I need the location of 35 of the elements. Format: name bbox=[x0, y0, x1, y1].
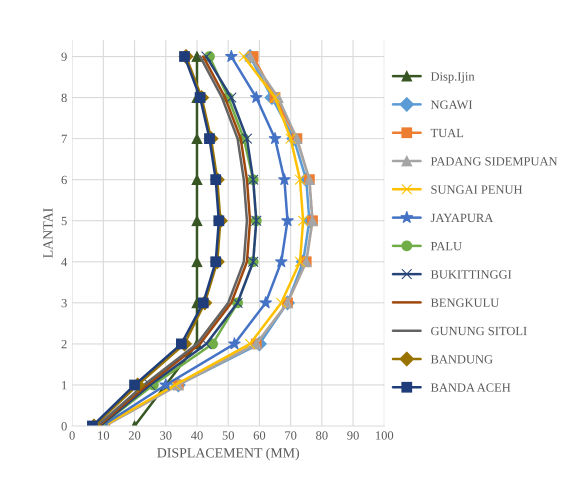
legend-label: BANDA ACEH bbox=[430, 383, 510, 392]
y-tick-label: 6 bbox=[62, 176, 67, 184]
x-tick-label: 100 bbox=[376, 431, 394, 440]
y-tick-label: 3 bbox=[62, 298, 67, 308]
y-tick-label: 4 bbox=[61, 258, 68, 266]
y-tick-label: 5 bbox=[62, 216, 67, 226]
x-tick-label: 70 bbox=[285, 431, 296, 440]
legend-label: BENGKULU bbox=[430, 298, 500, 307]
legend-label: PALU bbox=[430, 242, 462, 250]
x-tick-label: 90 bbox=[347, 431, 359, 440]
x-tick-label: 0 bbox=[69, 431, 75, 440]
legend-label: TUAL bbox=[430, 128, 464, 138]
y-tick-label: 2 bbox=[62, 340, 67, 348]
legend-label: GUNUNG SITOLI bbox=[431, 326, 527, 336]
x-tick-label: 80 bbox=[316, 431, 328, 440]
y-axis-title: LANTAI bbox=[43, 208, 52, 258]
y-tick-label: 9 bbox=[61, 52, 67, 61]
x-tick-label: 20 bbox=[128, 431, 140, 440]
legend-label: BANDUNG bbox=[430, 355, 493, 364]
y-tick-label: 8 bbox=[61, 94, 67, 102]
legend-label: PADANG SIDEMPUAN bbox=[430, 157, 558, 166]
x-tick-label: 40 bbox=[190, 431, 203, 440]
legend-label: NGAWI bbox=[430, 100, 472, 109]
legend-label: Disp.Ijin bbox=[430, 72, 474, 84]
y-tick-label: 7 bbox=[62, 134, 67, 143]
legend-label: SUNGAI PENUH bbox=[431, 185, 522, 194]
x-tick-label: 50 bbox=[222, 431, 234, 440]
x-tick-label: 10 bbox=[98, 431, 110, 440]
legend-label: BUKITTINGGI bbox=[430, 270, 512, 279]
legend-label: JAYAPURA bbox=[430, 214, 494, 222]
y-tick-label: 0 bbox=[61, 422, 67, 430]
x-tick-label: 30 bbox=[160, 431, 172, 440]
x-tick-label: 60 bbox=[254, 431, 266, 440]
y-tick-label: 1 bbox=[62, 381, 67, 390]
x-axis-title: DISPLACEMENT (MM) bbox=[157, 448, 300, 460]
